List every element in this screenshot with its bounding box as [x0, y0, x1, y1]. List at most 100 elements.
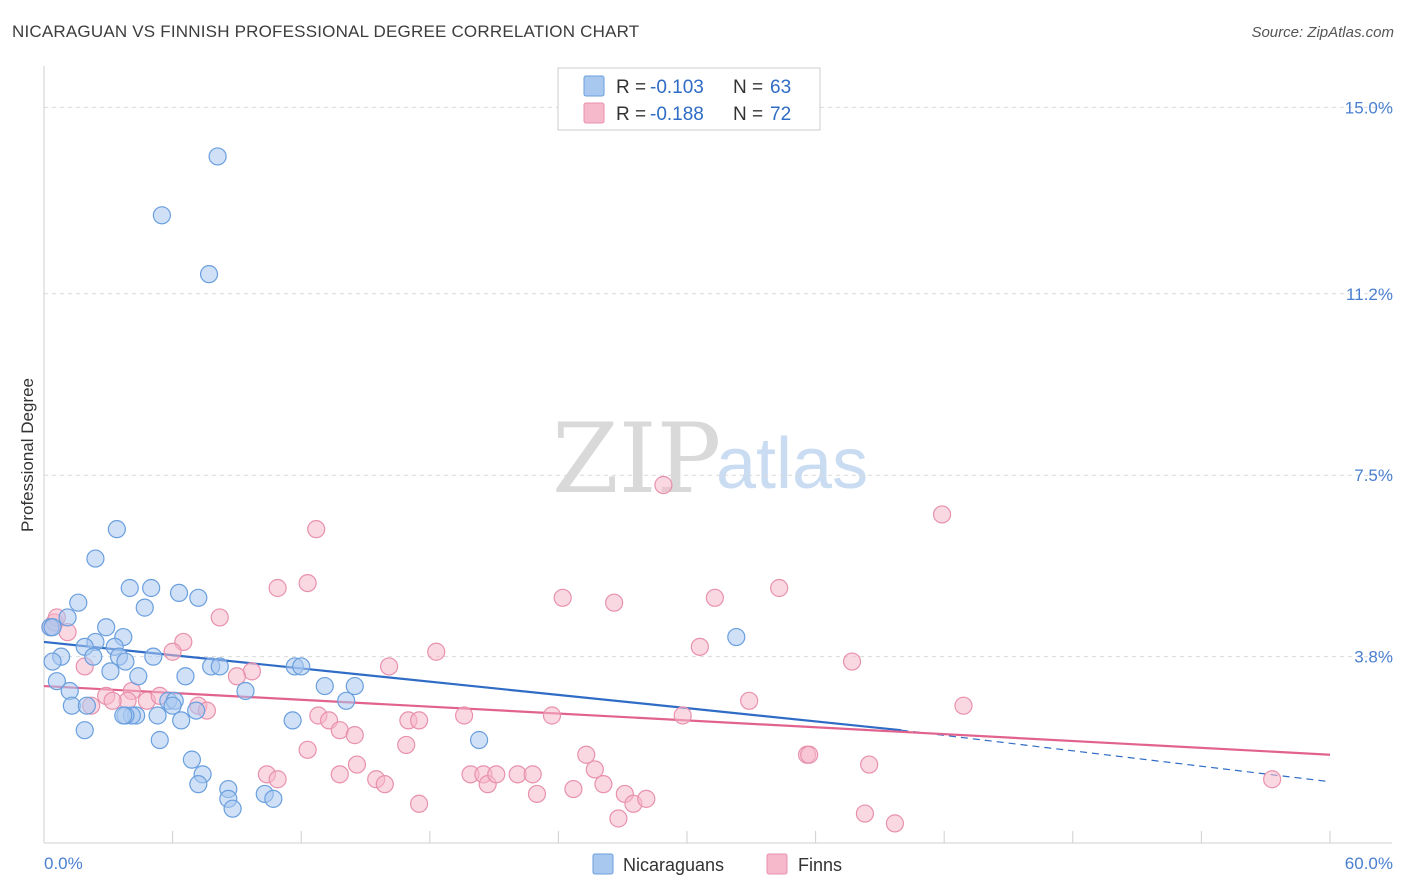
finn-point — [375, 775, 394, 794]
series-legend: Nicaraguans Finns — [592, 853, 842, 875]
nicaraguan-point — [169, 583, 189, 603]
finn-point — [594, 775, 613, 794]
finn-point — [705, 588, 724, 607]
finn-point — [345, 726, 364, 745]
finn-point — [163, 642, 182, 661]
nicaraguan-point — [150, 730, 169, 750]
finn-point — [298, 740, 317, 759]
nicaraguan-point — [75, 721, 94, 740]
finn-point — [609, 809, 628, 828]
finn-point — [268, 578, 287, 598]
finn-point — [673, 706, 692, 725]
x-tick-label: 0.0% — [44, 854, 83, 873]
legend-n-value-1: 63 — [770, 77, 791, 98]
x-tick-labels: 0.0% 60.0% — [44, 854, 1393, 873]
nicaraguan-point — [208, 147, 227, 166]
nicaraguan-point — [47, 672, 66, 691]
finn-point — [770, 578, 789, 598]
data-points — [41, 147, 1282, 833]
finn-point — [347, 755, 367, 774]
legend-n-label-2: N = — [733, 104, 763, 125]
nicaraguan-point — [172, 711, 191, 730]
legend-r-value-2: -0.188 — [650, 104, 704, 125]
finn-point — [564, 779, 583, 799]
nicaraguan-point — [114, 706, 133, 725]
finn-point — [800, 745, 819, 764]
nicaraguan-point — [469, 730, 489, 750]
finn-point — [330, 721, 349, 740]
nicaraguan-point — [187, 701, 206, 720]
y-tick-label: 3.8% — [1354, 648, 1393, 667]
finn-point — [487, 765, 506, 784]
legend-r-value-1: -0.103 — [650, 77, 704, 98]
nicaraguan-point — [292, 657, 311, 676]
y-tick-label: 7.5% — [1354, 466, 1393, 485]
nicaraguan-point — [107, 520, 126, 539]
series-swatch-finns — [766, 853, 788, 875]
finn-point — [842, 652, 862, 671]
source-credit: Source: ZipAtlas.com — [1251, 24, 1394, 41]
nicaraguan-point — [236, 681, 255, 701]
finn-point — [542, 706, 562, 725]
finn-point — [523, 765, 542, 784]
finn-point — [242, 662, 262, 681]
finn-point — [585, 760, 604, 779]
finn-point — [103, 691, 122, 710]
finn-point — [454, 706, 474, 725]
nicaraguan-point — [148, 706, 167, 725]
finn-point — [210, 608, 229, 627]
y-axis-title: Professional Degree — [18, 378, 37, 532]
nicaraguan-point — [345, 676, 364, 696]
nicaraguan-point — [97, 618, 116, 637]
nicaraguan-point — [264, 789, 283, 808]
nicaraguan-point — [176, 667, 195, 686]
nicaraguan-point — [182, 750, 201, 769]
finn-point — [227, 667, 246, 686]
finn-point — [409, 711, 429, 730]
finn-point — [885, 814, 905, 833]
finn-point — [654, 475, 673, 495]
gridlines — [44, 106, 1392, 658]
nicaraguan-point — [727, 627, 746, 647]
nicaraguan-point — [189, 588, 208, 607]
legend-n-value-2: 72 — [770, 104, 791, 125]
finn-point — [527, 784, 547, 804]
nicaraguan-point — [58, 608, 77, 627]
correlation-legend: R = -0.103 N = 63 R = -0.188 N = 72 — [557, 67, 821, 131]
nicaraguan-point — [315, 676, 334, 696]
nicaraguan-point — [101, 662, 120, 681]
finn-point — [690, 637, 709, 656]
finn-point — [298, 573, 317, 593]
finn-point — [932, 505, 952, 524]
x-tick-label: 60.0% — [1345, 854, 1393, 873]
nicaraguan-point — [283, 711, 302, 730]
finn-point — [307, 520, 326, 539]
nicaraguan-point — [163, 696, 182, 715]
axes — [43, 66, 1392, 844]
nicaraguan-point — [43, 618, 62, 637]
nicaraguan-point — [116, 652, 135, 671]
y-tick-labels: 3.8% 7.5% 11.2% 15.0% — [1345, 98, 1393, 666]
finn-point — [397, 735, 416, 755]
finn-point — [860, 755, 879, 774]
legend-swatch-nicaraguans — [583, 75, 605, 97]
watermark-atlas: atlas — [716, 424, 868, 504]
finn-point — [330, 765, 349, 784]
series-label-nicaraguans: Nicaraguans — [623, 855, 724, 875]
chart-title: NICARAGUAN VS FINNISH PROFESSIONAL DEGRE… — [12, 22, 640, 41]
nicaraguans-trendline — [43, 640, 902, 732]
finn-point — [855, 804, 874, 823]
series-swatch-nicaraguans — [592, 853, 614, 875]
legend-n-label-1: N = — [733, 77, 763, 98]
finn-point — [427, 642, 446, 661]
nicaraguan-point — [210, 657, 229, 676]
y-tick-label: 15.0% — [1345, 98, 1393, 117]
finn-point — [637, 789, 656, 808]
legend-swatch-finns — [583, 102, 605, 124]
nicaraguan-point — [189, 775, 208, 794]
nicaraguan-point — [84, 647, 103, 666]
nicaraguan-point — [337, 691, 356, 710]
finn-point — [954, 696, 973, 715]
nicaraguan-point — [77, 696, 96, 715]
